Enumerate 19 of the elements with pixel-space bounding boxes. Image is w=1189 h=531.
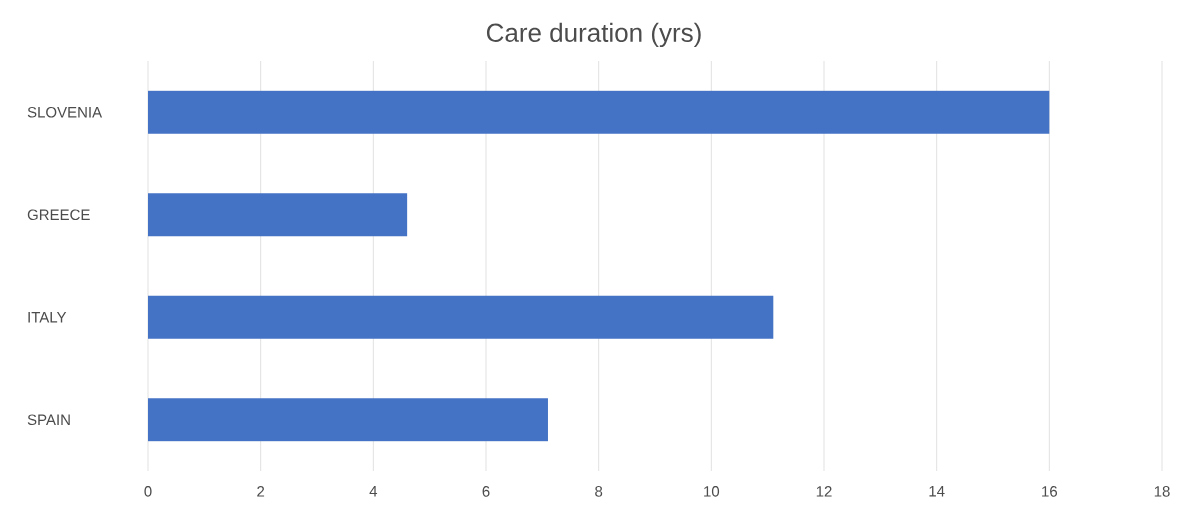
x-tick-label: 12 xyxy=(816,486,832,497)
x-tick-label: 14 xyxy=(929,486,945,497)
x-tick-label: 2 xyxy=(257,486,265,497)
x-tick-label: 6 xyxy=(482,486,490,497)
x-tick-label: 8 xyxy=(595,486,603,497)
x-tick-label: 4 xyxy=(369,486,378,497)
bar xyxy=(148,90,1050,134)
chart-title: Care duration (yrs) xyxy=(486,22,701,48)
bar xyxy=(148,193,408,237)
bar xyxy=(148,295,774,339)
x-tick-label: 0 xyxy=(144,486,152,497)
x-tick-label: 18 xyxy=(1154,486,1170,497)
y-tick-label: SLOVENIA xyxy=(27,106,103,118)
x-tick-label: 16 xyxy=(1042,486,1058,497)
y-tick-label: ITALY xyxy=(28,312,67,323)
x-tick-label: 10 xyxy=(704,486,720,497)
y-tick-label: SPAIN xyxy=(27,414,70,426)
bar xyxy=(148,398,548,442)
y-tick-label: GREECE xyxy=(27,209,90,221)
